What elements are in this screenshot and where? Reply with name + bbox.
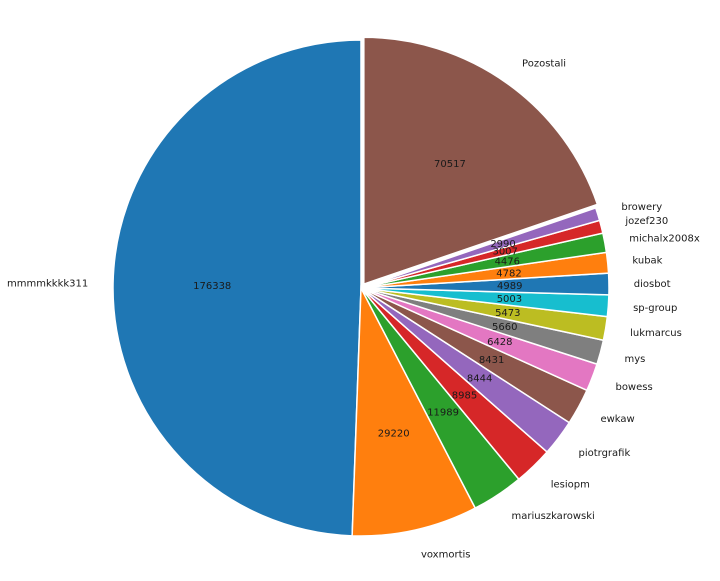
slices-layer <box>112 35 610 537</box>
pie-slice-mmmmkkkk311 <box>112 39 362 537</box>
pie-slice-browery <box>360 206 601 289</box>
category-label-browery: browery <box>621 202 662 213</box>
value-label-pozostali: 70517 <box>434 159 466 170</box>
value-label-browery: 2990 <box>490 239 515 250</box>
category-label-bowess: bowess <box>615 382 652 393</box>
value-label-voxmortis: 29220 <box>378 429 410 440</box>
category-label-michalx2008x: michalx2008x <box>629 234 700 245</box>
category-label-jozef230: jozef230 <box>624 216 668 227</box>
category-label-diosbot: diosbot <box>634 279 671 290</box>
value-label-sp-group: 5003 <box>497 294 522 305</box>
value-label-mariuszkarowski: 11989 <box>427 408 459 419</box>
value-label-kubak: 4782 <box>496 268 521 279</box>
category-label-lukmarcus: lukmarcus <box>630 328 682 339</box>
value-label-ewkaw: 8431 <box>479 355 504 366</box>
value-label-mys: 5660 <box>492 322 517 333</box>
category-label-sp-group: sp-group <box>633 303 677 314</box>
value-label-diosbot: 4989 <box>497 281 522 292</box>
category-label-voxmortis: voxmortis <box>421 550 471 561</box>
value-labels-layer: 176338 29220 11989 8985 8444 8431 6428 5660 5473… <box>193 159 522 439</box>
category-label-mmmmkkkk311: mmmmkkkk311 <box>7 279 88 290</box>
category-label-pozostali: Pozostali <box>522 58 566 69</box>
category-label-lesiopm: lesiopm <box>551 479 590 490</box>
value-label-mmmmkkkk311: 176338 <box>193 281 231 292</box>
pie-slice-voxmortis <box>351 285 477 537</box>
value-label-jozef230: 3007 <box>492 247 517 258</box>
category-labels-layer: mmmmkkkk311 voxmortis mariuszkarowski lesio… <box>7 58 700 560</box>
value-label-lesiopm: 8985 <box>452 390 477 401</box>
value-label-bowess: 6428 <box>487 337 512 348</box>
pie-slice-pozostali <box>362 35 600 287</box>
category-label-ewkaw: ewkaw <box>600 414 634 425</box>
value-label-michalx2008x: 4476 <box>495 256 520 267</box>
category-label-kubak: kubak <box>632 256 662 267</box>
category-label-piotrgrafik: piotrgrafik <box>578 448 630 459</box>
value-label-lukmarcus: 5473 <box>495 308 520 319</box>
category-label-mys: mys <box>624 354 645 365</box>
category-label-mariuszkarowski: mariuszkarowski <box>512 511 595 522</box>
value-label-piotrgrafik: 8444 <box>467 373 492 384</box>
